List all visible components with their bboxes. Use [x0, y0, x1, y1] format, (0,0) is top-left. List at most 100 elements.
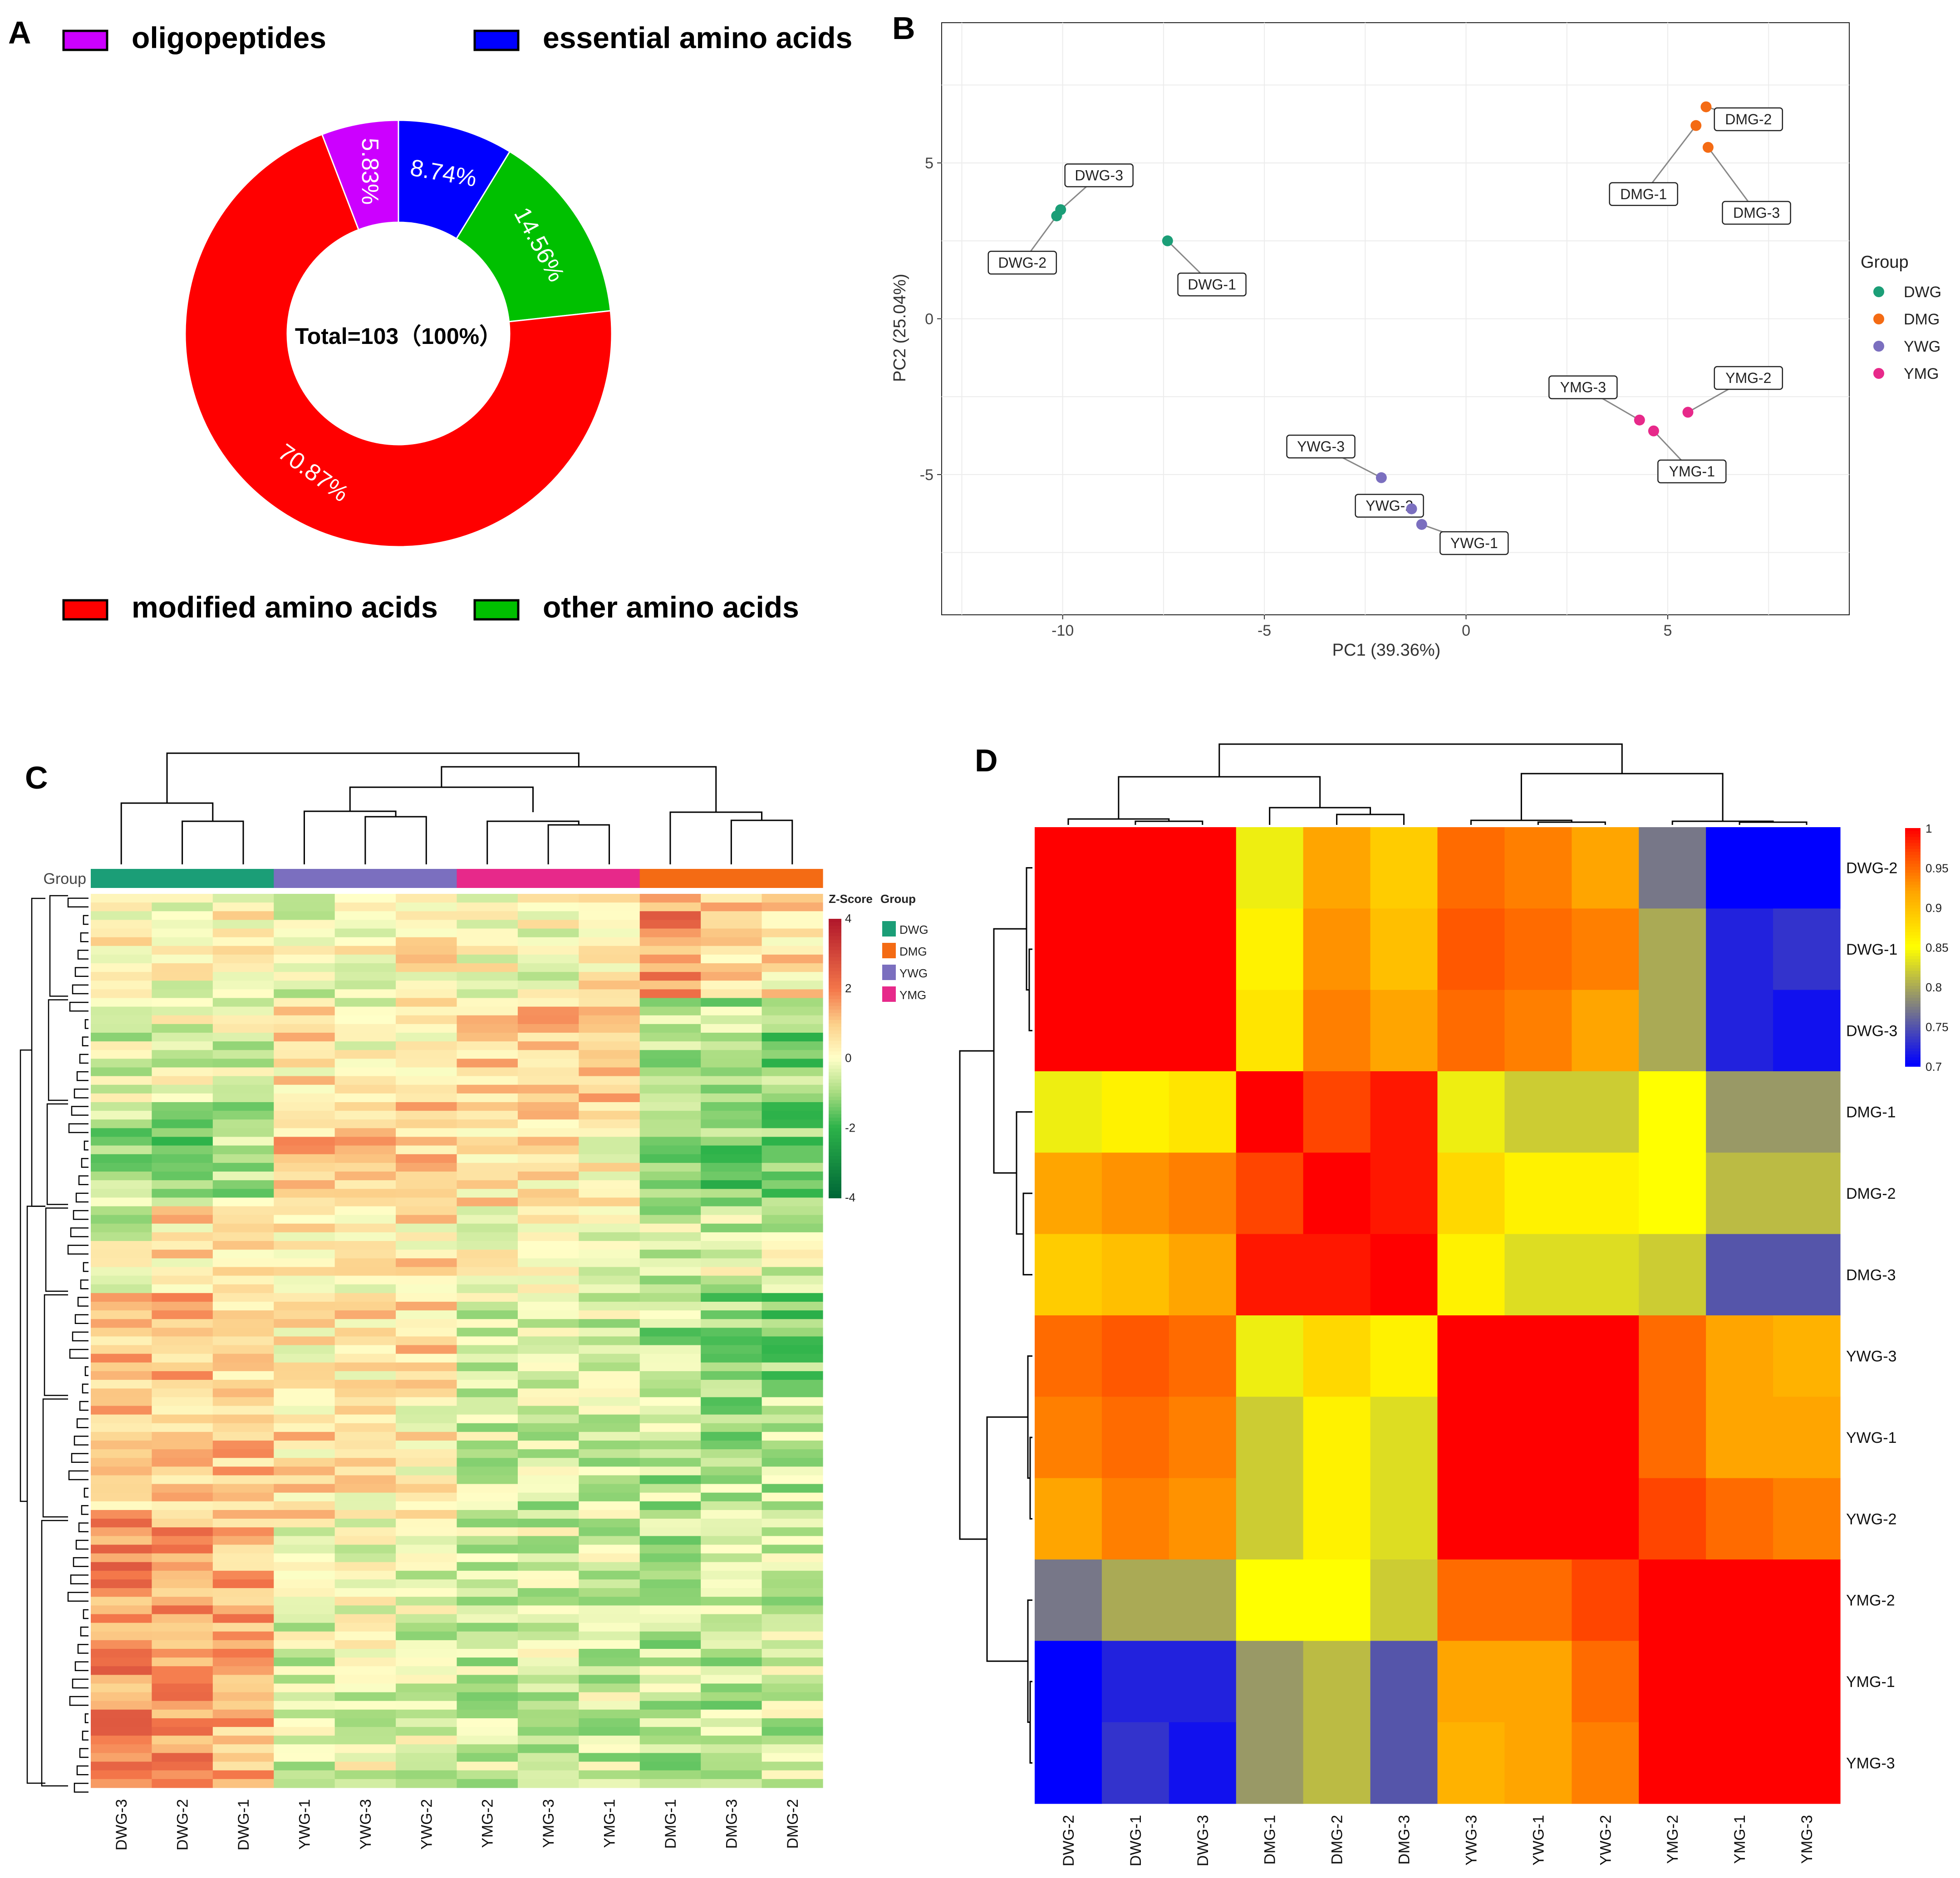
heat-cell — [579, 1736, 640, 1745]
heat-cell — [91, 928, 152, 938]
heat-cell — [457, 1736, 518, 1745]
dendrogram-link — [79, 1748, 88, 1758]
group-legend-label: DMG — [899, 945, 927, 958]
heat-cell — [334, 1623, 396, 1632]
dendrogram-link — [83, 1609, 88, 1619]
heat-cell — [212, 1145, 274, 1155]
heat-cell — [274, 1050, 335, 1059]
heat-cell — [761, 1761, 823, 1771]
heat-cell — [457, 1449, 518, 1458]
heat-cell — [334, 1111, 396, 1120]
heat-cell — [579, 1137, 640, 1146]
heat-cell — [152, 920, 213, 929]
heat-cell — [152, 1675, 213, 1684]
heat-cell — [274, 1250, 335, 1259]
heat-cell — [152, 1570, 213, 1580]
heat-cell — [212, 1232, 274, 1241]
heat-cell — [152, 1076, 213, 1085]
heat-cell — [334, 1119, 396, 1129]
heat-cell — [334, 1753, 396, 1762]
heat-cell — [639, 1770, 701, 1780]
heat-cell — [579, 1301, 640, 1311]
corr-scale-tick: 0.9 — [1926, 901, 1942, 915]
corr-cell — [1773, 1478, 1841, 1560]
zscore-scale-segment — [829, 1075, 841, 1080]
heat-cell — [579, 1475, 640, 1485]
heat-cell — [579, 1657, 640, 1667]
heat-cell — [152, 1683, 213, 1693]
heat-cell — [701, 1570, 762, 1580]
heat-cell — [212, 1432, 274, 1441]
heat-cell — [761, 1102, 823, 1111]
zscore-scale-segment — [829, 1089, 841, 1094]
heat-cell — [579, 989, 640, 999]
heat-cell — [579, 954, 640, 964]
corr-cell — [1437, 1397, 1505, 1479]
heat-cell — [579, 1753, 640, 1762]
heat-cell — [701, 1353, 762, 1363]
dendrogram-link — [84, 1366, 88, 1376]
heat-cell — [334, 1736, 396, 1745]
heat-cell — [701, 1553, 762, 1563]
corr-scale-segment — [1905, 947, 1921, 951]
heat-cell — [152, 1718, 213, 1727]
group-legend-swatch — [882, 921, 896, 937]
point-label-box — [1722, 201, 1791, 225]
heat-cell — [396, 1675, 457, 1684]
heat-cell — [457, 1024, 518, 1033]
corr-cell — [1437, 827, 1505, 909]
heat-cell — [517, 1510, 579, 1519]
zscore-scale-segment — [829, 1013, 841, 1017]
heat-cell — [91, 1084, 152, 1094]
column-label: YMG-2 — [1664, 1815, 1681, 1864]
corr-cell — [1236, 990, 1304, 1072]
heat-cell — [152, 1770, 213, 1780]
heat-cell — [639, 1501, 701, 1510]
heat-cell — [152, 1119, 213, 1129]
point-label: DWG-3 — [1075, 167, 1123, 184]
heat-cell — [212, 1640, 274, 1649]
corr-cell — [1236, 1641, 1304, 1723]
heat-cell — [334, 1744, 396, 1754]
corr-cell — [1504, 1478, 1572, 1560]
heat-cell — [517, 1084, 579, 1094]
point-label: DMG-3 — [1733, 205, 1780, 221]
heat-cell — [517, 1675, 579, 1684]
heat-cell — [212, 1744, 274, 1754]
point-label-box — [1714, 107, 1783, 132]
heat-cell — [274, 1701, 335, 1710]
heat-cell — [396, 1414, 457, 1424]
heat-cell — [579, 1111, 640, 1120]
heat-cell — [579, 1223, 640, 1233]
heat-cell — [457, 1041, 518, 1050]
corr-cell — [1773, 1152, 1841, 1235]
heat-cell — [517, 1319, 579, 1328]
heat-cell — [701, 1701, 762, 1710]
heat-cell — [212, 1579, 274, 1589]
heat-cell — [396, 1162, 457, 1172]
heat-cell — [761, 1258, 823, 1268]
dendrogram-link — [77, 1297, 88, 1307]
heat-cell — [579, 1154, 640, 1163]
heat-cell — [639, 1328, 701, 1337]
heat-cell — [212, 946, 274, 955]
zscore-scale-segment — [829, 999, 841, 1003]
heat-cell — [334, 1527, 396, 1536]
zscore-scale-segment — [829, 1100, 841, 1104]
heat-cell — [152, 1172, 213, 1181]
heat-cell — [212, 1519, 274, 1528]
donut-slice-3 — [321, 119, 399, 231]
heat-cell — [396, 1172, 457, 1181]
legend-swatch-2 — [62, 599, 108, 621]
heat-cell — [457, 1657, 518, 1667]
heat-cell — [639, 1744, 701, 1754]
column-label: DWG-3 — [113, 1799, 130, 1850]
donut-slice-2 — [184, 133, 613, 548]
heat-cell — [639, 1675, 701, 1684]
heat-cell — [517, 1570, 579, 1580]
heat-cell — [152, 1241, 213, 1250]
heat-cell — [91, 902, 152, 912]
heat-cell — [457, 1328, 518, 1337]
heat-cell — [579, 1510, 640, 1519]
corr-cell — [1773, 1315, 1841, 1397]
